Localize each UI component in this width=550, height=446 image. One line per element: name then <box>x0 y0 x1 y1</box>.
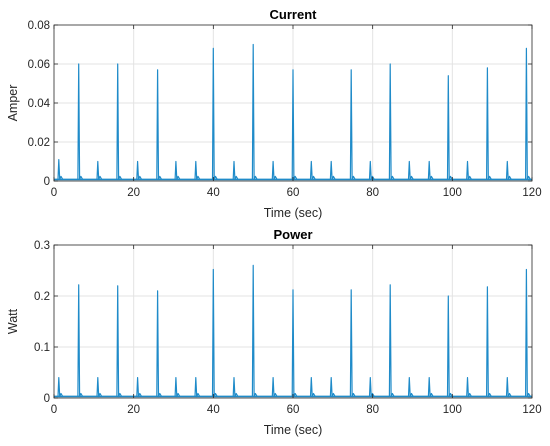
power-spike-2 <box>96 377 103 398</box>
power-y-tick-label: 0.3 <box>34 240 50 252</box>
current-x-tick-label: 40 <box>207 187 220 199</box>
current-spike-4 <box>136 160 143 180</box>
power-x-tick-label: 80 <box>366 404 379 416</box>
power-spike-11 <box>271 377 278 398</box>
power-spike-17 <box>388 284 395 398</box>
power-spike-20 <box>446 295 453 398</box>
current-spike-18 <box>407 160 414 180</box>
current-y-tick-label: 0.02 <box>28 137 50 149</box>
power-y-tick-label: 0.2 <box>34 291 50 303</box>
current-x-tick-label: 20 <box>127 187 140 199</box>
power-y-tick-label: 0.1 <box>34 342 50 354</box>
power-x-tick-label: 60 <box>287 404 300 416</box>
current-spike-23 <box>505 160 512 180</box>
current-spike-5 <box>156 69 163 180</box>
current-spike-6 <box>174 160 181 180</box>
power-x-axis-label: Time (sec) <box>264 423 323 437</box>
power-spike-6 <box>174 377 181 398</box>
power-spike-10 <box>251 264 258 398</box>
current-spike-7 <box>194 160 201 180</box>
power-spike-13 <box>309 377 316 398</box>
current-spike-12 <box>291 69 298 180</box>
current-chart-title: Current <box>270 7 318 22</box>
power-spike-4 <box>136 377 143 398</box>
current-y-tick-label: 0.06 <box>28 59 50 71</box>
current-x-tick-label: 100 <box>443 187 462 199</box>
power-spike-9 <box>232 377 239 398</box>
power-y-tick-label: 0 <box>44 393 50 405</box>
current-spike-24 <box>524 47 531 180</box>
current-spike-15 <box>349 69 356 180</box>
power-spike-21 <box>466 377 473 398</box>
power-spike-1 <box>77 284 84 398</box>
power-x-tick-label: 20 <box>127 404 140 416</box>
power-y-axis-label: Watt <box>6 308 20 334</box>
current-spike-21 <box>466 160 473 180</box>
power-spike-19 <box>427 377 434 398</box>
power-x-tick-label: 100 <box>443 404 462 416</box>
current-y-tick-label: 0.04 <box>28 98 51 110</box>
power-spike-7 <box>194 377 201 398</box>
current-spike-9 <box>232 160 239 180</box>
current-spike-20 <box>446 75 453 180</box>
power-chart-title: Power <box>273 227 312 242</box>
current-spike-2 <box>96 160 103 180</box>
power-spike-12 <box>291 289 298 398</box>
current-spike-0 <box>57 159 64 180</box>
current-y-tick-label: 0.08 <box>28 20 50 32</box>
current-spike-22 <box>486 67 492 180</box>
power-spike-3 <box>116 285 123 398</box>
current-y-tick-label: 0 <box>44 176 50 188</box>
current-spike-17 <box>388 63 395 180</box>
power-x-tick-label: 0 <box>51 404 57 416</box>
current-x-axis-label: Time (sec) <box>264 206 323 220</box>
power-spike-0 <box>57 377 64 398</box>
current-spike-19 <box>427 160 434 180</box>
power-spike-16 <box>368 377 375 398</box>
current-x-tick-label: 60 <box>287 187 300 199</box>
current-spike-16 <box>368 160 375 180</box>
current-spike-13 <box>309 160 316 180</box>
current-spike-10 <box>251 43 258 180</box>
current-x-tick-label: 120 <box>522 187 541 199</box>
power-spike-14 <box>329 377 336 398</box>
power-spike-15 <box>349 289 356 398</box>
power-spike-22 <box>486 286 492 398</box>
power-chart: 0 20 40 60 80 100 120 0 0.1 0.2 0.3 Power Time (sec)… <box>6 227 542 437</box>
current-spike-11 <box>271 160 278 180</box>
power-x-tick-label: 40 <box>207 404 220 416</box>
power-spike-8 <box>211 268 218 398</box>
current-spike-1 <box>77 63 84 180</box>
current-spike-3 <box>116 63 123 180</box>
current-x-tick-label: 0 <box>51 187 57 199</box>
current-x-tick-label: 80 <box>366 187 379 199</box>
current-spike-8 <box>211 47 218 180</box>
power-spike-5 <box>156 290 163 398</box>
current-spike-14 <box>329 160 336 180</box>
power-x-tick-label: 120 <box>522 404 541 416</box>
power-spike-24 <box>524 268 531 398</box>
power-spike-18 <box>407 377 414 398</box>
current-chart: 0 20 40 60 80 100 120 0 0.02 0.04 0.06 0.08 Current T… <box>6 7 542 220</box>
power-spike-23 <box>505 377 512 398</box>
current-y-axis-label: Amper <box>6 85 20 122</box>
